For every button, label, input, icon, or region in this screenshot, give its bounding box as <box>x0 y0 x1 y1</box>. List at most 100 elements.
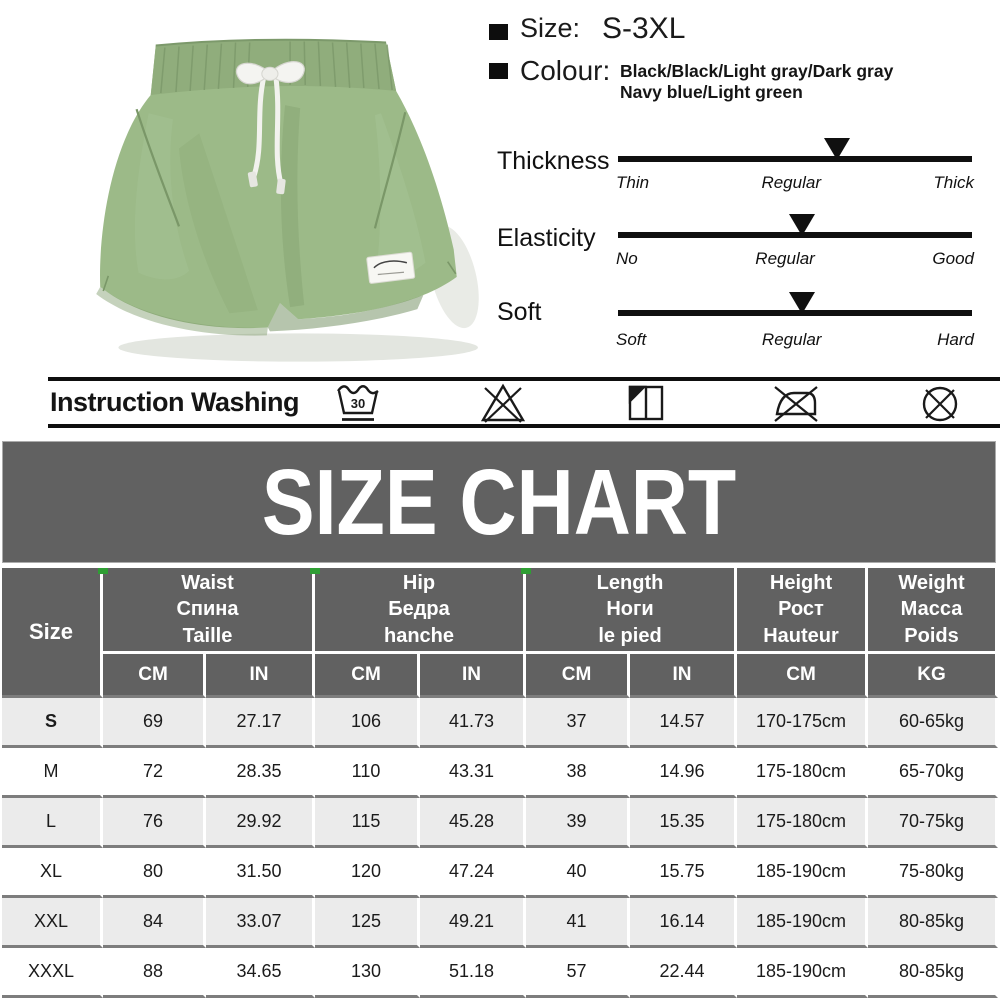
cell: 49.21 <box>420 898 526 948</box>
divider <box>48 424 1000 428</box>
cell: 15.75 <box>630 848 737 898</box>
row-size: M <box>2 748 103 798</box>
cell: 27.17 <box>206 698 315 748</box>
size-value: S-3XL <box>602 12 686 45</box>
cell: 115 <box>315 798 420 848</box>
cell: 31.50 <box>206 848 315 898</box>
header-line: Poids <box>904 624 959 647</box>
cell: 28.35 <box>206 748 315 798</box>
subheader-in: IN <box>206 654 315 698</box>
thickness-label: Thickness <box>497 147 610 175</box>
scale-label-right: Good <box>932 249 974 268</box>
subheader-kg: KG <box>868 654 998 698</box>
cell: 16.14 <box>630 898 737 948</box>
cell: 45.28 <box>420 798 526 848</box>
colour-value-line2: Navy blue/Light green <box>620 82 803 102</box>
soft-marker-icon <box>789 292 816 314</box>
elasticity-label: Elasticity <box>497 224 596 252</box>
scale-label-left: Soft <box>616 330 647 349</box>
cell: 57 <box>526 948 630 998</box>
header-line: Бедра <box>388 598 450 621</box>
cell: 120 <box>315 848 420 898</box>
soft-slider-track <box>618 292 972 316</box>
thickness-scale: Thin Regular Thick <box>616 173 974 193</box>
cell: 51.18 <box>420 948 526 998</box>
header-group-waist: Waist Спина Taille <box>103 568 315 654</box>
bullet-square-icon <box>489 24 508 40</box>
cell: 39 <box>526 798 630 848</box>
header-line: hanche <box>383 624 455 647</box>
dry-in-shade-icon <box>623 380 669 426</box>
do-not-dry-clean-icon <box>917 380 963 426</box>
subheader-in: IN <box>630 654 737 698</box>
cell: 80-85kg <box>868 948 998 998</box>
washing-instruction-label: Instruction Washing <box>50 387 300 417</box>
size-chart-banner: SIZE CHART <box>2 441 996 563</box>
cell: 185-190cm <box>737 848 868 898</box>
header-line: Спина <box>176 598 239 621</box>
scale-label-right: Hard <box>937 330 974 349</box>
cell: 14.57 <box>630 698 737 748</box>
row-size: S <box>2 698 103 748</box>
do-not-iron-icon <box>772 380 818 426</box>
header-group-length: Length Ноги le pied <box>526 568 737 654</box>
cell: 175-180cm <box>737 798 868 848</box>
cell: 84 <box>103 898 206 948</box>
elasticity-marker-icon <box>789 214 816 236</box>
subheader-cm: CM <box>737 654 868 698</box>
cell: 76 <box>103 798 206 848</box>
header-line: Hip <box>402 571 436 594</box>
header-line: Waist <box>181 571 234 594</box>
cell: 80 <box>103 848 206 898</box>
soft-label: Soft <box>497 298 542 326</box>
cell: 70-75kg <box>868 798 998 848</box>
header-line: Масса <box>900 598 963 621</box>
cell: 43.31 <box>420 748 526 798</box>
elasticity-slider-track <box>618 214 972 238</box>
colour-value: Black/Black/Light gray/Dark gray Navy bl… <box>620 61 900 103</box>
cell: 88 <box>103 948 206 998</box>
cell: 170-175cm <box>737 698 868 748</box>
cell: 106 <box>315 698 420 748</box>
size-chart-table: Size Waist Спина Taille Hip Бедра hanche… <box>2 568 998 998</box>
scale-label-center: Regular <box>755 249 815 268</box>
colour-label: Colour: <box>520 55 611 86</box>
cell: 15.35 <box>630 798 737 848</box>
header-line: Length <box>596 571 664 594</box>
header-line: Taille <box>182 624 233 647</box>
thickness-marker-icon <box>824 138 851 160</box>
row-size: L <box>2 798 103 848</box>
cell: 34.65 <box>206 948 315 998</box>
product-photo-shorts <box>96 38 479 362</box>
cell: 125 <box>315 898 420 948</box>
cell: 33.07 <box>206 898 315 948</box>
header-line: Ноги <box>606 598 654 621</box>
cell: 80-85kg <box>868 898 998 948</box>
cell: 22.44 <box>630 948 737 998</box>
cell: 185-190cm <box>737 898 868 948</box>
cell: 60-65kg <box>868 698 998 748</box>
divider <box>48 377 1000 381</box>
cell: 75-80kg <box>868 848 998 898</box>
green-tick-icon <box>310 568 320 574</box>
subheader-cm: CM <box>526 654 630 698</box>
cell: 130 <box>315 948 420 998</box>
size-label: Size: <box>520 13 581 43</box>
wash-temp: 30 <box>351 396 365 411</box>
header-line: Hauteur <box>763 624 839 647</box>
thickness-slider-track <box>618 138 972 162</box>
scale-label-left: Thin <box>616 173 650 192</box>
elasticity-scale: No Regular Good <box>616 249 974 269</box>
size-chart-title: SIZE CHART <box>261 449 737 554</box>
cell: 38 <box>526 748 630 798</box>
header-line: le pied <box>598 624 662 647</box>
scale-label-center: Regular <box>761 173 821 192</box>
do-not-bleach-icon <box>480 380 526 426</box>
machine-wash-30-icon: 30 <box>335 380 381 426</box>
cell: 40 <box>526 848 630 898</box>
header-group-weight: Weight Масса Poids <box>868 568 998 654</box>
cell: 14.96 <box>630 748 737 798</box>
row-size: XXL <box>2 898 103 948</box>
subheader-cm: CM <box>315 654 420 698</box>
